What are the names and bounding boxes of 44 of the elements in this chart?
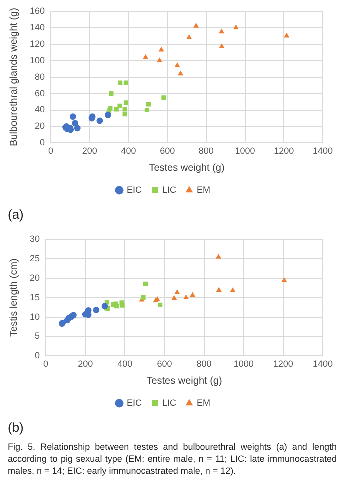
x-tick-label: 600 — [157, 359, 172, 370]
legend-label: LIC — [162, 184, 178, 195]
x-tick-label: 800 — [196, 359, 212, 370]
legend-label: LIC — [162, 398, 178, 408]
x-tick-label: 1200 — [273, 359, 294, 370]
legend-label: EIC — [126, 184, 142, 195]
text: (a) — [7, 207, 25, 222]
y-tick-label: 25 — [30, 253, 40, 264]
x-tick-label: 1000 — [235, 146, 256, 156]
y-tick-label: 140 — [30, 22, 46, 32]
y-tick-label: 0 — [34, 350, 40, 361]
y-tick-label: 60 — [35, 88, 46, 98]
y-tick-label: 20 — [35, 121, 46, 132]
caption: Fig. 5. Relationship between testes and bulbourethral weights (a) and length according to pig sexual type (EM: entire male, n = 11; LIC: late immunocastrated males, n = 14; EIC: early immunocastrated male, n = 12). — [7, 441, 338, 477]
y-tick-label: 30 — [30, 234, 40, 244]
x-axis-title: Testes weight (g) — [149, 162, 225, 174]
y-tick-label: 80 — [35, 72, 46, 82]
text: (b) — [7, 420, 25, 435]
x-axis-title: Testes weight (g) — [146, 376, 222, 387]
legend-label: EIC — [126, 398, 142, 408]
x-tick-label: 800 — [198, 146, 214, 156]
x-tick-label: 1400 — [312, 146, 334, 156]
y-tick-label: 20 — [30, 272, 40, 283]
x-tick-label: 200 — [78, 359, 94, 370]
x-tick-label: 1200 — [274, 146, 294, 156]
y-axis-title: Bulbourethral glands weight (g) — [8, 8, 20, 147]
y-tick-label: 15 — [30, 292, 40, 302]
y-tick-label: 40 — [35, 104, 46, 115]
y-tick-label: 0 — [40, 138, 46, 148]
x-tick-label: 1000 — [234, 359, 254, 370]
y-axis-title: Testis length (cm) — [8, 258, 20, 337]
y-tick-label: 100 — [30, 55, 46, 66]
x-tick-label: 400 — [118, 359, 133, 370]
x-tick-label: 400 — [121, 146, 136, 156]
y-tick-label: 160 — [30, 6, 46, 16]
x-tick-label: 0 — [48, 146, 54, 156]
legend-label: EM — [197, 398, 211, 408]
y-tick-label: 10 — [30, 312, 40, 322]
x-tick-label: 600 — [160, 146, 176, 156]
x-tick-label: 1400 — [312, 359, 334, 370]
x-tick-label: 200 — [82, 146, 98, 156]
y-tick-label: 5 — [34, 331, 40, 342]
y-tick-label: 120 — [30, 38, 46, 49]
legend-label: EM — [197, 184, 211, 195]
